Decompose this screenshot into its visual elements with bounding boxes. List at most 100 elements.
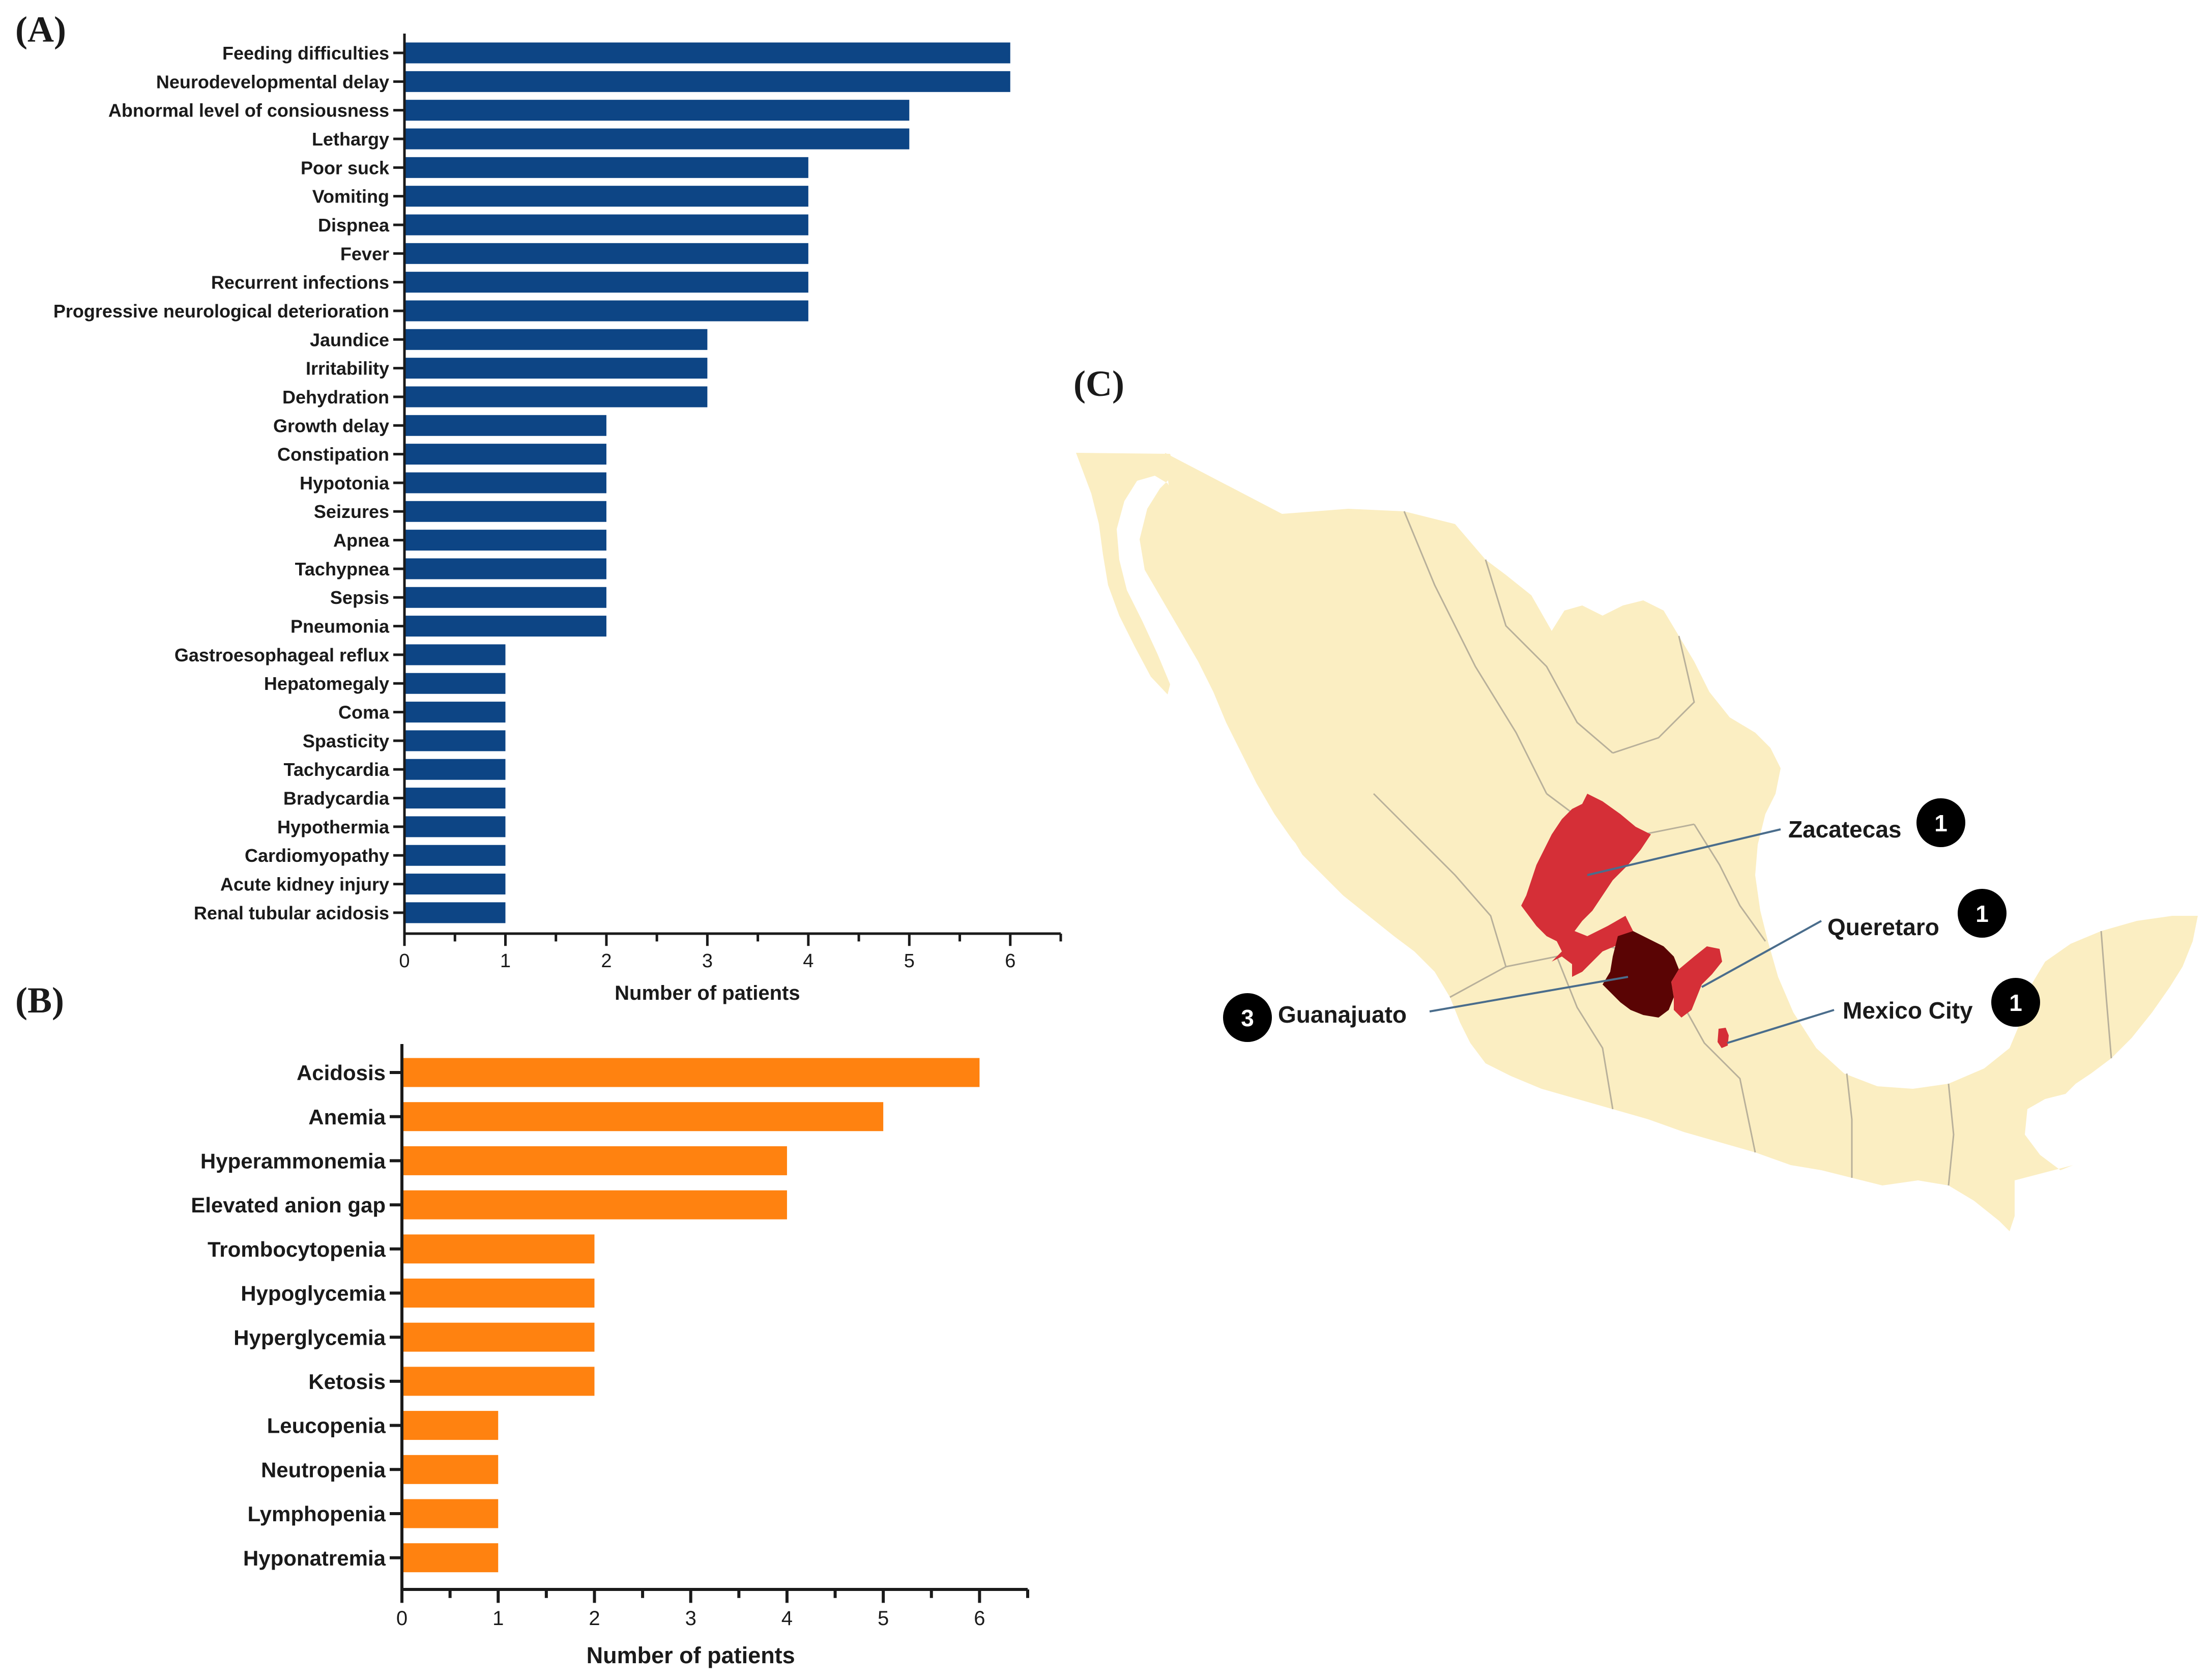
chart-a-category-label: Renal tubular acidosis (194, 903, 389, 923)
map-state-mexico-city (1718, 1028, 1729, 1048)
chart-a-bar-progressive-neurological-deterioration (404, 300, 808, 322)
chart-b-bar-leucopenia (402, 1411, 499, 1440)
chart-b-x-axis-title: Number of patients (587, 1642, 795, 1668)
chart-a-bar-jaundice (404, 329, 708, 350)
chart-a-category-label: Coma (338, 702, 390, 723)
chart-a-category-label: Feeding difficulties (222, 43, 389, 64)
chart-a-category-label: Tachycardia (284, 759, 390, 780)
chart-a-bar-pneumonia (404, 616, 606, 637)
chart-a-category-label: Recurrent infections (211, 272, 389, 293)
panel-b-letter: (B) (15, 980, 64, 1021)
chart-b-category-label: Lymphopenia (248, 1502, 386, 1526)
chart-b-bar-hypoglycemia (402, 1279, 595, 1308)
chart-b-xtick-label: 2 (589, 1607, 600, 1630)
chart-a-bar-renal-tubular-acidosis (404, 902, 506, 923)
chart-b-bar-hyperglycemia (402, 1322, 595, 1352)
chart-b-category-label: Trombocytopenia (208, 1237, 386, 1261)
chart-a-category-label: Cardiomyopathy (245, 845, 389, 866)
chart-a-bar-irritability (404, 358, 708, 379)
chart-a-bar-seizures (404, 501, 606, 522)
chart-b-category-label: Hyponatremia (243, 1546, 386, 1570)
map-leader-lines (1429, 828, 1835, 1044)
chart-a-category-label: Vomiting (312, 186, 389, 207)
chart-a-bar-fever (404, 243, 808, 264)
chart-a-category-label: Progressive neurological deterioration (53, 301, 389, 322)
map-badge-zacatecas (1916, 798, 1965, 847)
chart-a-category-label: Pneumonia (290, 616, 390, 637)
chart-a-bar-constipation (404, 444, 606, 465)
chart-a-bar-sepsis (404, 587, 606, 608)
map-state-guanajuato (1603, 931, 1679, 1018)
chart-a-xtick-label: 2 (601, 950, 612, 972)
chart-a-category-label: Hypotonia (300, 473, 390, 494)
chart-a-category-label: Lethargy (312, 129, 389, 150)
chart-a-xtick-label: 6 (1005, 950, 1015, 972)
map-state-zacatecas (1521, 794, 1651, 977)
chart-a-xtick-label: 0 (399, 950, 410, 972)
panel-c-letter: (C) (1073, 363, 1124, 404)
chart-b-category-label: Anemia (308, 1105, 386, 1129)
chart-b-bar-lymphopenia (402, 1499, 499, 1528)
map-mainland (1165, 453, 2198, 1231)
chart-a-bar-hypothermia (404, 816, 506, 837)
chart-b-category-label: Neutropenia (261, 1458, 386, 1482)
chart-b-laboratory: Acidosis Anemia Hyperammonemia Elevated ani… (191, 1044, 1029, 1668)
map-badge-queretaro-count: 1 (1975, 901, 1989, 927)
chart-a-bar-lethargy (404, 128, 910, 150)
chart-b-category-label: Acidosis (297, 1061, 386, 1085)
chart-b-category-label: Elevated anion gap (191, 1193, 386, 1217)
chart-a-xtick-label: 5 (904, 950, 915, 972)
chart-b-bar-anemia (402, 1102, 884, 1132)
chart-b-bar-neutropenia (402, 1455, 499, 1484)
chart-a-bar-apnea (404, 530, 606, 551)
chart-a-x-axis-title: Number of patients (615, 982, 800, 1004)
map-label-zacatecas: Zacatecas (1788, 816, 1902, 843)
chart-a-category-label: Abnormal level of consiousness (108, 100, 389, 121)
map-callout-zacatecas: Zacatecas 1 (1788, 798, 1965, 847)
map-badge-queretaro (1958, 889, 2007, 938)
chart-a-bar-dehydration (404, 386, 708, 408)
map-mexico: Zacatecas 1 Queretaro 1 3 Guanajuato Mex… (1076, 453, 2198, 1231)
chart-a-xtick-label: 1 (500, 950, 511, 972)
chart-a-bar-feeding-difficulties (404, 42, 1010, 64)
map-state-queretaro (1671, 946, 1722, 1018)
chart-a-bar-cardiomyopathy (404, 845, 506, 866)
chart-b-xtick-label: 0 (396, 1607, 408, 1630)
chart-b-xtick-label: 6 (974, 1607, 985, 1630)
map-callout-queretaro: Queretaro 1 (1827, 889, 2007, 940)
map-badge-guanajuato-count: 3 (1241, 1005, 1254, 1031)
chart-a-category-label: Irritability (306, 358, 389, 379)
chart-a-xtick-label: 3 (702, 950, 713, 972)
chart-a-category-label: Sepsis (330, 587, 389, 608)
chart-a-xtick-label: 4 (803, 950, 813, 972)
chart-a-category-label: Fever (340, 243, 389, 264)
chart-a-bar-coma (404, 702, 506, 723)
chart-a-category-label: Acute kidney injury (220, 874, 389, 895)
chart-a-category-label: Dispnea (318, 215, 390, 236)
chart-a-bar-gastroesophageal-reflux (404, 644, 506, 665)
chart-a-bar-bradycardia (404, 788, 506, 809)
chart-b-xtick-label: 5 (878, 1607, 889, 1630)
chart-b-bar-elevated-anion-gap (402, 1190, 787, 1220)
chart-a-bar-tachypnea (404, 558, 606, 580)
chart-a-category-label: Bradycardia (283, 788, 390, 809)
chart-a-symptoms: Feeding difficulties Neurodevelopmental d… (53, 34, 1062, 1004)
chart-a-category-label: Constipation (277, 444, 389, 465)
chart-a-bar-hypotonia (404, 472, 606, 494)
map-callout-mexico-city: Mexico City 1 (1843, 978, 2040, 1027)
chart-a-category-label: Jaundice (310, 329, 389, 350)
chart-b-xtick-label: 1 (492, 1607, 504, 1630)
chart-b-category-label: Hyperammonemia (200, 1149, 386, 1173)
map-label-guanajuato: Guanajuato (1278, 1001, 1407, 1028)
map-badge-zacatecas-count: 1 (1934, 810, 1948, 836)
chart-b-xtick-label: 4 (781, 1607, 793, 1630)
chart-a-bar-growth-delay (404, 415, 606, 436)
chart-a-bar-abnormal-level-of-consiousness (404, 100, 910, 121)
chart-b-bar-trombocytopenia (402, 1234, 595, 1264)
chart-b-category-label: Ketosis (308, 1370, 386, 1394)
chart-b-category-label: Hyperglycemia (234, 1325, 386, 1349)
chart-a-bar-acute-kidney-injury (404, 874, 506, 895)
chart-a-bar-poor-suck (404, 157, 808, 178)
